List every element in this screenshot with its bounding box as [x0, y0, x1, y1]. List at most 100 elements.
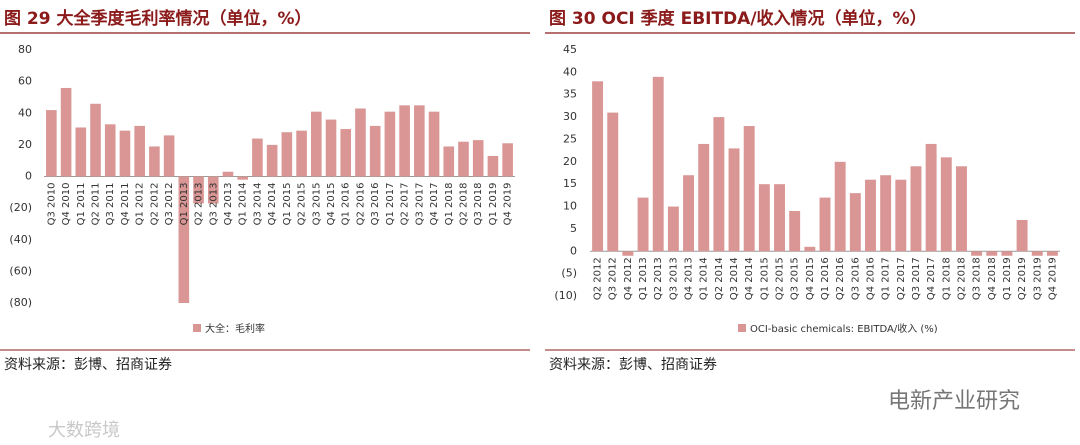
x-tick-label: Q4 2011: [120, 183, 131, 226]
x-tick-label: Q2 2017: [400, 183, 411, 226]
x-tick-label: Q4 2016: [865, 257, 876, 300]
bar: [1046, 251, 1058, 256]
x-tick-label: Q1 2019: [1002, 257, 1013, 300]
bar: [428, 111, 440, 177]
x-tick-label: Q4 2013: [223, 183, 234, 226]
x-tick-label: Q4 2017: [926, 257, 937, 300]
x-tick-label: Q1 2014: [699, 257, 710, 300]
x-tick-label: Q3 2014: [252, 183, 263, 226]
bar: [296, 130, 307, 177]
x-tick-label: Q3 2016: [370, 183, 381, 226]
bar: [758, 184, 770, 252]
x-tick-label: Q2 2012: [593, 257, 604, 300]
bar: [1016, 219, 1028, 252]
bar: [134, 125, 145, 177]
bar: [652, 76, 664, 252]
x-tick-label: Q1 2017: [385, 183, 396, 226]
x-tick-label: Q1 2015: [759, 257, 770, 300]
legend-label: 大全：毛利率: [205, 322, 265, 335]
x-tick-label: Q3 2017: [414, 183, 425, 226]
chart-title: 图 30 OCI 季度 EBITDA/收入情况（单位，%）: [549, 8, 927, 29]
bar: [1001, 251, 1013, 256]
bar: [325, 119, 337, 177]
bar: [819, 197, 831, 252]
x-tick-label: Q2 2013: [194, 183, 205, 226]
bar: [90, 103, 101, 177]
x-tick-label: Q3 2019: [1032, 257, 1043, 300]
x-tick-label: Q2 2018: [956, 257, 967, 300]
bar: [487, 155, 499, 177]
watermark: 电新产业研究: [888, 389, 1020, 414]
x-tick-label: Q4 2017: [429, 183, 440, 226]
bar: [743, 126, 755, 252]
x-tick-label: Q3 2016: [850, 257, 861, 300]
legend-swatch: [738, 324, 746, 332]
x-tick-label: Q1 2011: [76, 183, 87, 226]
bar: [355, 108, 366, 177]
y-tick-label: 45: [563, 43, 577, 56]
x-tick-label: Q4 2014: [267, 183, 278, 226]
bar: [340, 129, 352, 177]
y-tick-label: 15: [563, 177, 577, 190]
bar: [971, 251, 983, 256]
x-tick-label: Q1 2015: [282, 183, 293, 226]
bar: [865, 179, 876, 252]
bar: [163, 135, 175, 177]
bar: [281, 132, 293, 177]
bar: [104, 124, 116, 177]
x-tick-label: Q4 2015: [805, 257, 816, 300]
bar: [834, 161, 846, 252]
y-tick-label: 80: [18, 43, 32, 56]
x-tick-label: Q3 2018: [473, 183, 484, 226]
y-tick-label: (40): [9, 233, 32, 246]
x-tick-label: Q1 2012: [135, 183, 146, 226]
bar: [955, 166, 967, 252]
x-tick-label: Q3 2015: [790, 257, 801, 300]
y-tick-label: 25: [563, 132, 577, 145]
y-tick-label: 40: [563, 65, 577, 78]
chart-title: 图 29 大全季度毛利率情况（单位，%）: [4, 8, 312, 29]
x-tick-label: Q3 2017: [911, 257, 922, 300]
x-tick-label: Q2 2018: [458, 183, 469, 226]
y-tick-label: 10: [563, 200, 577, 213]
bar: [607, 112, 619, 252]
x-tick-label: Q4 2019: [503, 183, 514, 226]
x-tick-label: Q2 2016: [835, 257, 846, 300]
x-tick-label: Q2 2015: [297, 183, 308, 226]
bar: [895, 179, 907, 252]
x-tick-label: Q1 2017: [881, 257, 892, 300]
bar: [713, 117, 725, 252]
bar: [849, 193, 861, 252]
legend-swatch: [193, 324, 201, 332]
bar: [149, 146, 160, 177]
y-tick-label: 20: [18, 138, 32, 151]
y-tick-label: 35: [563, 88, 577, 101]
y-tick-label: 30: [563, 110, 577, 123]
x-tick-label: Q4 2012: [623, 257, 634, 300]
bar: [728, 148, 740, 252]
x-tick-label: Q3 2010: [46, 183, 57, 226]
bar: [399, 105, 410, 177]
bar: [637, 197, 649, 252]
y-tick-label: (5): [561, 267, 577, 280]
x-tick-label: Q2 2012: [149, 183, 160, 226]
bar: [119, 130, 131, 177]
x-tick-label: Q4 2010: [61, 183, 72, 226]
bar: [207, 176, 219, 204]
x-tick-label: Q4 2013: [684, 257, 695, 300]
x-tick-label: Q2 2019: [1017, 257, 1028, 300]
bar: [46, 110, 57, 177]
bar: [667, 206, 679, 252]
x-tick-label: Q1 2014: [238, 183, 249, 226]
x-tick-label: Q3 2018: [972, 257, 983, 300]
bar: [622, 251, 634, 256]
bar: [698, 143, 710, 252]
x-tick-label: Q4 2019: [1047, 257, 1058, 300]
bar: [222, 171, 234, 177]
bar: [369, 125, 381, 177]
x-tick-label: Q3 2012: [164, 183, 175, 226]
bar: [414, 105, 425, 177]
bar: [443, 146, 455, 177]
bar: [472, 140, 484, 177]
x-tick-label: Q3 2013: [668, 257, 679, 300]
